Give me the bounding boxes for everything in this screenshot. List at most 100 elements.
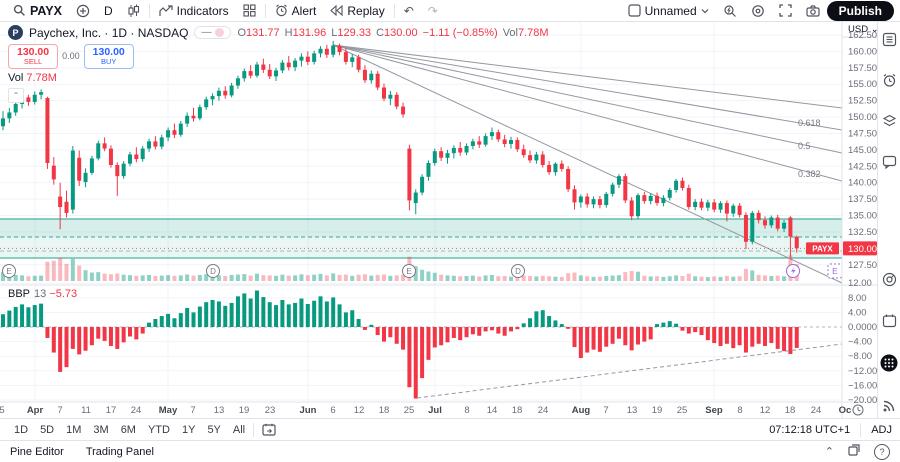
candle-body: [483, 136, 488, 145]
bbp-bar: [782, 327, 787, 352]
feed-rss-icon[interactable]: [882, 398, 897, 418]
volume-bar: [737, 276, 742, 281]
trading-panel-tab[interactable]: Trading Panel: [85, 445, 154, 458]
candle-body: [566, 168, 571, 190]
range-button-5D[interactable]: 5D: [40, 423, 55, 436]
pine-editor-tab[interactable]: Pine Editor: [10, 445, 64, 458]
legend-collapse-button[interactable]: ⌃: [8, 88, 24, 103]
candle-body: [39, 92, 44, 95]
alerts-clock-icon[interactable]: [882, 73, 897, 93]
chart-style-button[interactable]: [120, 0, 147, 21]
quick-search-button[interactable]: [716, 0, 744, 21]
bbp-bar: [121, 327, 126, 343]
snapshot-button[interactable]: [799, 0, 827, 21]
volume-bar: [20, 275, 25, 281]
svg-text:5: 5: [0, 405, 5, 416]
layout-manager[interactable]: Unnamed: [621, 0, 716, 21]
go-to-date-icon[interactable]: [256, 423, 282, 436]
bbp-bar: [7, 310, 12, 327]
volume-bar: [13, 274, 18, 281]
timeframe-button[interactable]: D: [97, 0, 120, 21]
candle-body: [401, 106, 406, 115]
bbp-bar: [521, 323, 526, 327]
range-button-1Y[interactable]: 1Y: [181, 423, 196, 436]
fullscreen-button[interactable]: [772, 0, 799, 21]
chat-icon[interactable]: [882, 155, 897, 174]
redo-button[interactable]: ↷: [421, 0, 445, 21]
candle-body: [578, 196, 583, 203]
range-button-All[interactable]: All: [232, 423, 246, 436]
svg-text:155.00: 155.00: [848, 79, 877, 90]
replay-label: Replay: [347, 3, 385, 18]
candle-body: [547, 164, 552, 173]
compare-button[interactable]: [69, 0, 97, 21]
range-button-3M[interactable]: 3M: [93, 423, 109, 436]
volume-bar: [534, 276, 539, 281]
symbol-search[interactable]: PAYX: [6, 0, 69, 21]
bbp-bar: [451, 327, 456, 338]
volume-bar: [102, 273, 107, 281]
hotlists-target-icon[interactable]: [882, 272, 897, 292]
candle-body: [324, 48, 329, 55]
candle-body: [794, 236, 799, 249]
volume-bar: [432, 272, 437, 281]
bbp-bar: [147, 322, 152, 327]
last-price-badge: [843, 241, 877, 256]
object-tree-icon[interactable]: [882, 114, 897, 134]
bbp-bar: [197, 306, 202, 327]
dividend-marker: [511, 264, 525, 278]
candle-body: [509, 140, 513, 144]
range-button-5Y[interactable]: 5Y: [207, 423, 221, 436]
layout-templates-button[interactable]: [236, 0, 263, 21]
volume-bar: [477, 276, 482, 281]
help-icon[interactable]: ?: [874, 443, 890, 460]
range-button-YTD[interactable]: YTD: [147, 423, 170, 436]
alert-button[interactable]: Alert: [268, 0, 324, 21]
volume-bar: [413, 266, 418, 281]
bbp-bar: [1, 314, 5, 327]
volume-bar: [362, 274, 367, 281]
restore-window-icon[interactable]: [848, 444, 860, 459]
replay-button[interactable]: Replay: [323, 0, 391, 21]
buy-button[interactable]: 130.00 BUY: [83, 44, 134, 69]
volume-bar: [280, 274, 285, 281]
volume-bar: [496, 276, 501, 281]
watchlist-icon[interactable]: [882, 32, 897, 52]
bbp-bar: [432, 327, 437, 348]
publish-button[interactable]: Publish: [826, 0, 894, 21]
volume-bar: [128, 275, 132, 281]
chart-canvas[interactable]: 0.618 0.5 0.382 E D E D E USD ⌄162.50 160.00 157.5…: [0, 22, 877, 418]
bbp-bar: [686, 327, 691, 334]
svg-text:24: 24: [538, 405, 549, 416]
candle-body: [159, 137, 164, 147]
legend-status-pill[interactable]: —: [194, 26, 232, 39]
range-button-1D[interactable]: 1D: [14, 423, 29, 436]
adj-toggle[interactable]: ADJ: [871, 423, 892, 436]
indicators-button[interactable]: Indicators: [152, 0, 236, 21]
clock-time[interactable]: 07:12:18 UTC+1: [769, 423, 851, 436]
svg-text:25: 25: [404, 405, 415, 416]
bbp-bar: [705, 327, 710, 341]
symbol-legend[interactable]: P Paychex, Inc. · 1D · NASDAQ — O131.77 …: [8, 25, 549, 40]
candle-body: [769, 217, 774, 226]
volume-bar: [521, 275, 526, 281]
apps-grid-icon[interactable]: [880, 354, 898, 377]
bbp-bar: [248, 298, 253, 327]
bbp-legend[interactable]: BBP 13 −5.73: [8, 288, 78, 300]
candle-body: [58, 196, 63, 208]
bbp-bar: [32, 305, 37, 327]
range-button-6M[interactable]: 6M: [120, 423, 136, 436]
undo-button[interactable]: ↶: [397, 0, 421, 21]
panel-expand-icon[interactable]: ⌃: [824, 446, 834, 458]
volume-bar: [331, 273, 336, 281]
bbp-bar: [636, 327, 640, 345]
fib-fan-line: [332, 44, 843, 182]
sell-button[interactable]: 130.00 SELL: [8, 44, 59, 69]
range-button-1M[interactable]: 1M: [66, 423, 82, 436]
bbp-bar: [185, 308, 190, 327]
volume-legend[interactable]: Vol 7.78M: [8, 72, 57, 84]
settings-button[interactable]: [744, 0, 772, 21]
calendar-icon[interactable]: [882, 313, 897, 333]
candle-body: [318, 48, 323, 54]
chart-area[interactable]: 0.618 0.5 0.382 E D E D E USD ⌄ 162.50 160.00 157.5…: [0, 22, 877, 418]
